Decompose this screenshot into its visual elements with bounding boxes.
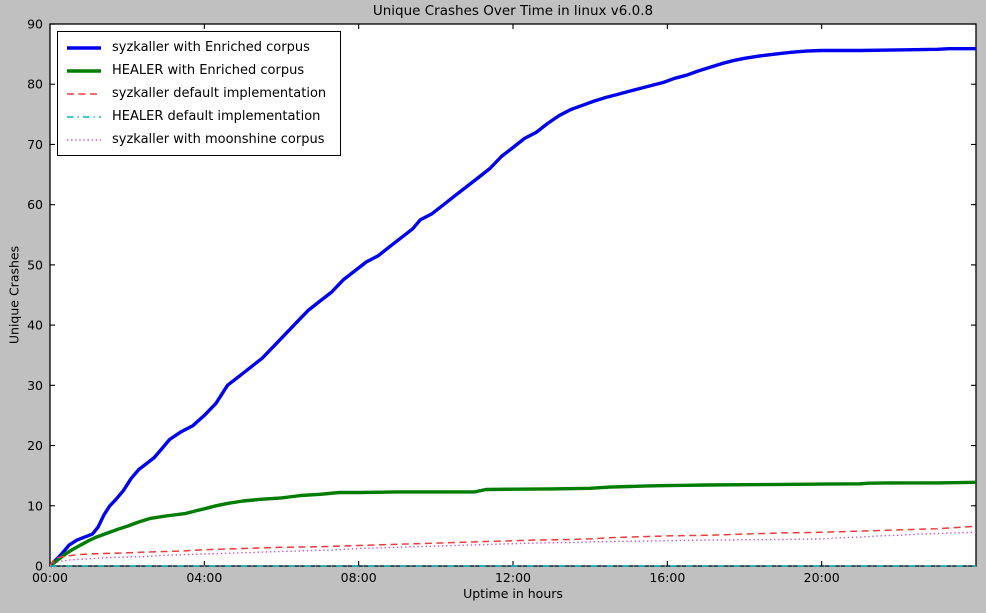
legend-label: HEALER default implementation <box>112 109 321 124</box>
y-tick-label: 80 <box>27 77 43 92</box>
y-tick-label: 20 <box>27 438 43 453</box>
legend-item-2: syzkaller default implementation <box>66 82 326 105</box>
x-tick-label: 08:00 <box>341 570 377 585</box>
legend-label: syzkaller with Enriched corpus <box>112 40 310 55</box>
series-line-2 <box>50 525 976 567</box>
y-tick-label: 60 <box>27 197 43 212</box>
y-tick-label: 40 <box>27 318 43 333</box>
chart-title: Unique Crashes Over Time in linux v6.0.8 <box>372 3 654 19</box>
legend-line-sample-icon <box>67 92 101 95</box>
x-tick-label: 04:00 <box>186 570 222 585</box>
tick-labels: 00:00 04:00 08:00 12:00 16:00 20:00 0 10 20 30 40 5… <box>27 17 840 586</box>
legend-line-sample-icon <box>67 115 101 118</box>
series-line-0 <box>50 47 976 568</box>
y-tick-label: 10 <box>27 498 43 513</box>
legend-line-sample-icon <box>67 68 101 73</box>
legend: syzkaller with Enriched corpus HEALER wit… <box>57 31 342 156</box>
legend-item-0: syzkaller with Enriched corpus <box>66 36 326 59</box>
y-axis-label: Unique Crashes <box>6 245 22 345</box>
x-axis-label: Uptime in hours <box>463 586 563 601</box>
x-tick-label: 16:00 <box>649 570 685 585</box>
x-tick-label: 20:00 <box>804 570 840 585</box>
y-tick-label: 30 <box>27 378 43 393</box>
series-line-1 <box>50 480 976 568</box>
series-group <box>50 47 976 568</box>
legend-item-3: HEALER default implementation <box>66 105 326 128</box>
y-tick-label: 0 <box>35 559 43 574</box>
legend-line-sample-icon <box>67 138 101 141</box>
legend-line-sample-icon <box>67 45 101 50</box>
y-tick-label: 50 <box>27 257 43 272</box>
legend-label: HEALER with Enriched corpus <box>112 63 305 78</box>
legend-item-4: syzkaller with moonshine corpus <box>66 128 326 151</box>
x-tick-label: 12:00 <box>495 570 531 585</box>
legend-label: syzkaller default implementation <box>112 86 327 101</box>
y-tick-label: 70 <box>27 137 43 152</box>
x-tick-label: 00:00 <box>32 570 68 585</box>
legend-label: syzkaller with moonshine corpus <box>112 132 325 147</box>
legend-item-1: HEALER with Enriched corpus <box>66 59 326 82</box>
y-tick-label: 90 <box>27 17 43 32</box>
